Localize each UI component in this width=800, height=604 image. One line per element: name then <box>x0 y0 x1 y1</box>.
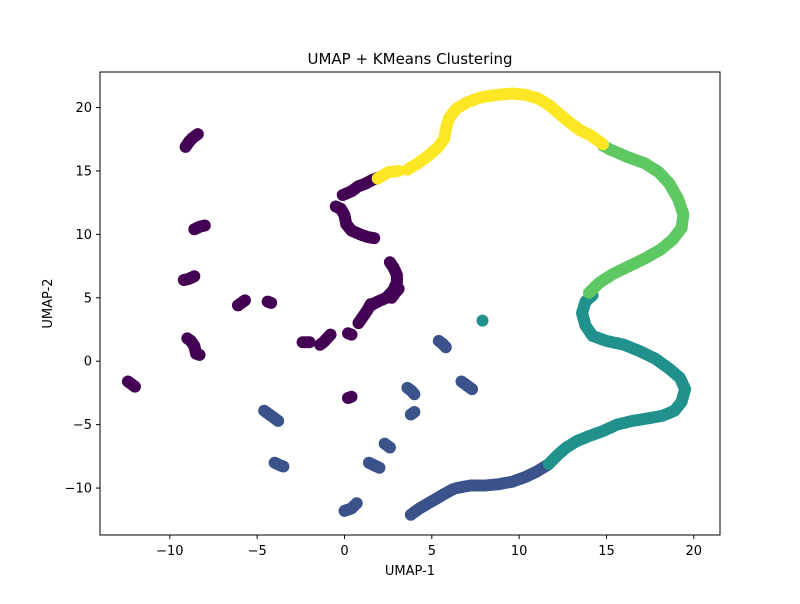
scatter-point <box>277 460 290 473</box>
x-tick-label: 20 <box>686 544 703 559</box>
scatter-point <box>368 232 381 245</box>
scatter-point <box>596 138 609 151</box>
scatter-point <box>324 328 337 341</box>
x-tick-label: 10 <box>511 544 528 559</box>
x-tick-label: 5 <box>428 544 436 559</box>
x-axis-label: UMAP-1 <box>385 564 435 579</box>
y-tick-label: 5 <box>84 291 92 306</box>
x-tick-label: 0 <box>340 544 348 559</box>
scatter-point <box>345 328 358 341</box>
scatter-point <box>272 414 285 427</box>
scatter-point <box>408 388 421 401</box>
y-tick-label: 15 <box>75 164 92 179</box>
scatter-point <box>191 128 204 141</box>
scatter-point <box>198 219 211 232</box>
x-tick-label: 15 <box>598 544 615 559</box>
x-tick-label: −10 <box>156 544 183 559</box>
x-tick-label: −5 <box>248 544 267 559</box>
scatter-point <box>193 348 206 361</box>
scatter-point <box>373 461 386 474</box>
scatter-point <box>342 392 354 404</box>
scatter-point <box>439 341 452 354</box>
scatter-point <box>128 380 141 393</box>
scatter-point <box>238 294 251 307</box>
scatter-point <box>383 441 396 454</box>
scatter-point <box>265 296 278 309</box>
y-tick-label: −5 <box>73 418 92 433</box>
scatter-point <box>404 408 417 421</box>
points-layer <box>121 87 692 521</box>
chart-title: UMAP + KMeans Clustering <box>307 50 512 68</box>
scatter-point <box>466 383 478 396</box>
scatter-point <box>476 314 489 327</box>
ticks-layer: −10 −5 0 5 10 15 20 −10 −5 0 5 10 15 20 <box>65 101 703 559</box>
scatter-point <box>352 317 365 330</box>
scatter-point <box>385 291 398 304</box>
y-tick-label: 0 <box>84 355 92 370</box>
y-tick-label: 20 <box>75 101 92 116</box>
scatter-point <box>350 497 363 510</box>
y-axis-label: UMAP-2 <box>41 278 56 328</box>
y-tick-label: 10 <box>75 228 92 243</box>
y-tick-label: −10 <box>65 482 92 497</box>
scatter-point <box>188 270 201 283</box>
plot-frame <box>99 71 721 536</box>
scatter-point <box>303 336 316 349</box>
